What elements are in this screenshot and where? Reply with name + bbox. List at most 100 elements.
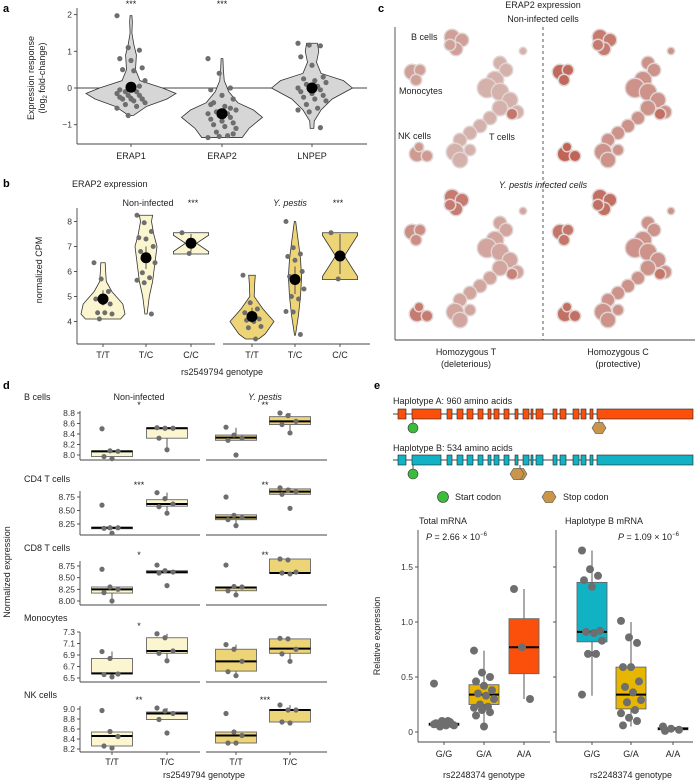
d-point (109, 745, 115, 751)
b-mean-marker (97, 293, 109, 305)
d-box (269, 638, 311, 654)
d-point (109, 530, 115, 536)
d-row-title: CD4 T cells (24, 474, 71, 484)
a-ylabel-1: Expression response (26, 36, 36, 120)
exon (446, 408, 453, 420)
b-point (98, 276, 104, 282)
d-point (154, 490, 160, 496)
a-point (128, 95, 134, 101)
umap-expression (632, 112, 644, 124)
a-point (213, 129, 219, 135)
b-point (290, 309, 296, 315)
e-point (637, 696, 645, 705)
b-violin-T/T (229, 274, 275, 340)
panel-e: Haplotype A: 960 amino acids Haplotype B… (372, 396, 694, 780)
a-point (295, 40, 301, 46)
y-tick-label: 8.00 (58, 596, 75, 606)
stop-codon-icon (591, 422, 607, 434)
e-legend-stop: Stop codon (563, 492, 609, 502)
d-point (293, 707, 299, 713)
a-point (211, 122, 217, 128)
e-point (623, 698, 631, 707)
umap-plots (394, 27, 695, 341)
umap-cell-cluster (409, 233, 423, 247)
umap-quadrant (403, 28, 528, 169)
umap-expression (648, 224, 660, 236)
exon (589, 454, 594, 466)
y-tick-label: 8.75 (58, 561, 75, 571)
a-point (298, 89, 304, 95)
e-point (578, 546, 586, 555)
e-point (510, 585, 518, 593)
umap-expression (563, 303, 571, 311)
b-mean-marker (289, 274, 301, 285)
a-point (312, 78, 318, 84)
e-point (590, 629, 598, 637)
e-point (667, 724, 675, 733)
a-point (205, 56, 211, 62)
exon (446, 454, 453, 466)
e-point (526, 695, 534, 703)
exon (493, 454, 500, 466)
d-xlabel: rs2549794 genotype (163, 770, 245, 780)
a-point (208, 116, 214, 122)
d-point (231, 583, 237, 590)
a-point (315, 105, 321, 111)
y-tick-label: 6.7 (63, 662, 75, 672)
d-box (91, 658, 133, 675)
umap-expression (593, 200, 603, 210)
c-col-subtitle-T: (deleterious) (441, 359, 491, 369)
umap-expression (465, 145, 475, 155)
y-tick-label: 4 (67, 317, 72, 327)
panel-label-d: d (3, 380, 10, 392)
umap-expression (422, 311, 432, 321)
b-x-label: C/C (183, 350, 199, 360)
a-point (323, 79, 329, 86)
d-point (287, 430, 293, 436)
exon (487, 408, 492, 420)
exon (477, 408, 484, 420)
exon (535, 454, 544, 466)
d-point (164, 447, 170, 453)
e-ylabel: Relative expression (372, 597, 382, 676)
umap-cell-cluster (599, 311, 617, 329)
d-facet-ypestis: Y. pestis (248, 392, 282, 402)
a-point (216, 133, 222, 140)
a-mean-marker (216, 108, 228, 120)
d-box (91, 731, 133, 747)
d-point (164, 658, 170, 664)
d-point (170, 425, 176, 431)
b-point (148, 229, 154, 234)
umap-expression (559, 75, 569, 85)
a-point (139, 96, 145, 102)
b-point (296, 296, 302, 302)
umap-expression (520, 208, 526, 214)
b-point (256, 316, 262, 322)
d-significance: *** (260, 695, 271, 705)
a-ylabel-2: (log2 fold-change) (37, 43, 49, 114)
d-point (233, 740, 239, 746)
panel-a: Expression response (log2 fold-change) −… (26, 0, 367, 161)
d-significance: ** (261, 550, 269, 560)
e-haplotype-b-label: Haplotype B: 534 amino acids (393, 443, 513, 453)
d-point (109, 674, 115, 680)
umap-cell-cluster (518, 46, 528, 56)
a-point (309, 62, 315, 68)
d-significance: *** (134, 480, 145, 490)
a-point (142, 100, 148, 106)
b-x-label: T/C (139, 350, 154, 360)
d-point (231, 646, 237, 652)
d-point (156, 650, 162, 656)
a-point (230, 131, 236, 137)
a-point (122, 101, 128, 108)
d-point (107, 448, 113, 454)
y-tick-label: 8.8 (63, 408, 75, 418)
umap-cell-cluster (413, 141, 425, 153)
umap-cell-cluster (611, 303, 625, 317)
a-point (227, 105, 233, 111)
d-point (115, 586, 121, 592)
d-row-monocytes: Monocytes 6.56.7 6.97.1 7.3 * (24, 613, 327, 683)
d-x-label: T/C (283, 757, 298, 767)
exon (522, 454, 530, 466)
umap-expression (411, 75, 421, 85)
